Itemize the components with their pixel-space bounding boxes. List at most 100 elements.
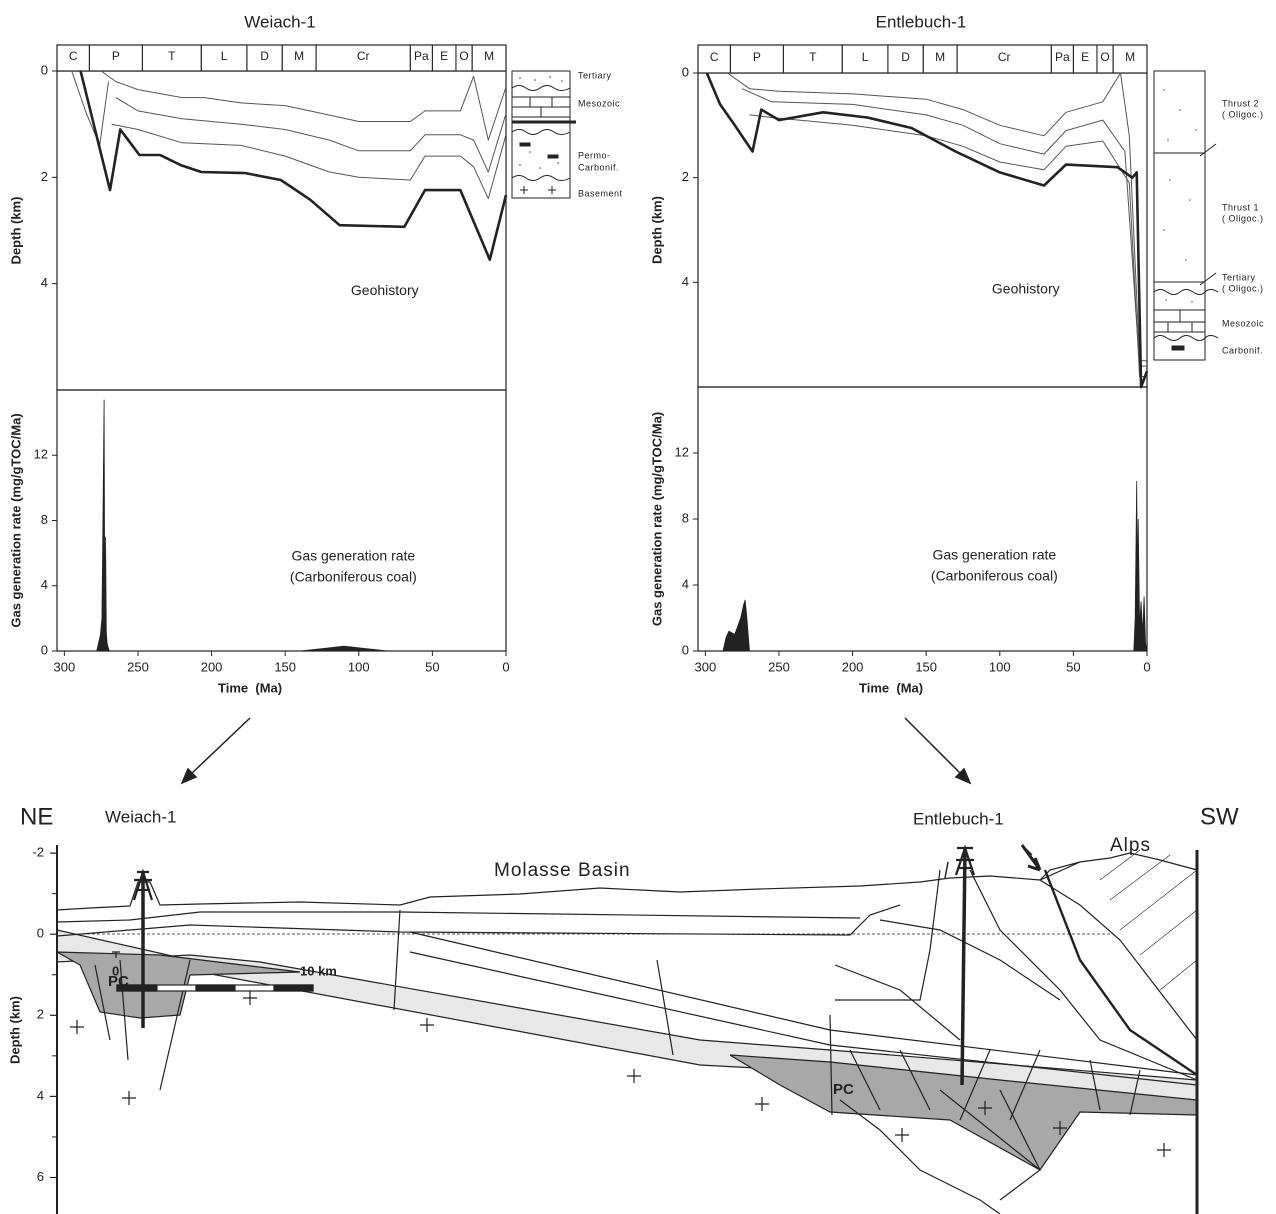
chart-title: Weiach-1 [244,12,316,31]
y-tick-label: 0 [41,62,48,77]
lithology-label: ( Oligoc.) [1222,109,1264,119]
y-tick-label: 4 [682,576,689,591]
x-tick-label: 50 [425,659,439,674]
x-tick-label: 200 [842,659,864,674]
y-tick-label: 12 [34,447,48,462]
stage-label: P [753,50,761,64]
stage-label: M [1125,50,1135,64]
chart-annotation: Gas generation rate [291,548,415,564]
lithology-label: ( Oligoc.) [1222,283,1264,293]
horizon-line [100,70,507,141]
x-tick-label: 150 [274,659,296,674]
y-axis-label: Gas generation rate (mg/gTOC/Ma) [8,413,23,627]
chart-annotation: Geohistory [992,280,1060,296]
cross-section [56,844,1199,1214]
lithology-labels: Tertiary Mesozoic Permo- Carbonif. Basem… [578,70,1264,355]
lithology-label: Thrust 2 [1222,98,1259,108]
stage-label: D [260,49,269,63]
y-tick-label: 0 [682,642,689,657]
stage-label: P [112,49,120,63]
y-tick-label: 2 [682,169,689,184]
y-tick-label: 4 [41,275,48,290]
stage [471,44,507,72]
y-tick-label: 0 [682,64,689,79]
x-tick-label: 200 [201,659,223,674]
lithology-label: Mesozoic [578,98,620,108]
lithology-dots [519,76,563,169]
stage-label: C [69,49,78,63]
stage-label: Cr [357,49,370,63]
stage-bar [697,44,1148,74]
stage-label: Pa [414,49,429,63]
x-tick-label: 300 [695,659,717,674]
chart-annotation: (Carboniferous coal) [931,568,1058,584]
lithology-label: Tertiary [1222,272,1256,282]
x-tick-label: 250 [127,659,149,674]
chart-annotation: Geohistory [351,282,419,298]
basin-label: Molasse Basin [494,860,631,881]
generation-area [722,480,1148,652]
horizon-line [115,97,507,173]
stage-label: M [935,50,945,64]
x-tick-label: 0 [1143,659,1150,674]
axis-label: Depth (km) [7,996,22,1064]
section-labels: NE SW Weiach-1 Entlebuch-1 Molasse Basin… [7,803,1239,1098]
y-tick-label: 2 [37,1007,44,1022]
plot-frame [697,386,1148,652]
y-tick-label: 4 [37,1088,44,1103]
lithology-label: Carbonif. [578,162,619,172]
x-tick-label: 0 [502,659,509,674]
lithology-label: Thrust 1 [1222,202,1259,212]
x-tick-label: 150 [915,659,937,674]
horizon-line [749,114,1147,377]
mountains-label: Alps [1110,835,1151,856]
plot-frame [56,70,507,391]
x-tick-label: 300 [54,659,76,674]
x-tick-label: 50 [1066,659,1080,674]
x-axis-label: Time (Ma) [859,680,923,695]
y-tick-label: 4 [41,577,48,592]
stage-label: M [484,49,494,63]
horizon-line [71,70,109,146]
x-tick-label: 100 [989,659,1011,674]
x-axis-label: Time (Ma) [218,680,282,695]
y-tick-label: 6 [37,1169,44,1184]
lithology-label: Carbonif. [1222,345,1263,355]
x-tick-label: 250 [768,659,790,674]
stage [1112,44,1148,74]
unit-label: PC [108,973,129,990]
y-axis-label: Depth (km) [649,196,664,264]
well-label: Weiach-1 [105,807,177,826]
horizon-line [727,72,1147,362]
stage-label: O [1100,50,1109,64]
direction-label: SW [1200,803,1239,830]
lithology-label: ( Oligoc.) [1222,213,1264,223]
y-tick-label: 12 [675,444,689,459]
x-tick-label: 100 [348,659,370,674]
y-tick-label: 4 [682,274,689,289]
stage-label: C [710,50,719,64]
lithology-label: Permo- [578,150,611,160]
plot-frame [56,389,507,652]
horizon-line [111,123,507,200]
lithology-column [1153,70,1219,361]
horizon-line [705,72,1149,389]
y-tick-label: 0 [37,926,44,941]
y-tick-label: 8 [682,510,689,525]
stage-label: L [221,49,228,63]
stage-label: O [459,49,468,63]
chart-annotation: Gas generation rate [932,547,1056,563]
horizon-line [741,88,1147,367]
stage-label: E [440,49,448,63]
y-axis-label: Depth (km) [8,197,23,265]
lithology-label: Tertiary [578,70,612,80]
lithology-label: Basement [578,188,623,198]
stage-label: M [294,49,304,63]
y-tick-label: -2 [32,845,44,860]
well-label: Entlebuch-1 [913,809,1004,828]
y-axis-label: Gas generation rate (mg/gTOC/Ma) [649,412,664,626]
stage-label: Pa [1055,50,1070,64]
stage-label: D [901,50,910,64]
